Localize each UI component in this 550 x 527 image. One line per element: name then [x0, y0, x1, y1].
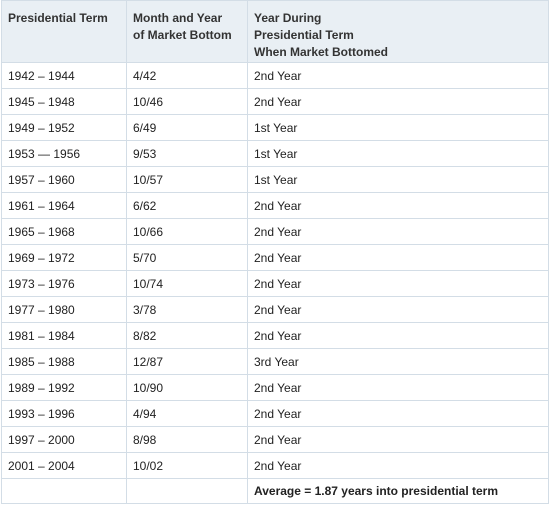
table-row: 2001 – 2004 10/02 2nd Year: [1, 452, 549, 479]
table-row: 1977 – 1980 3/78 2nd Year: [1, 296, 549, 323]
term-cell: 1993 – 1996: [1, 400, 127, 427]
header-line: Year During: [254, 11, 322, 25]
market-bottom-cell: 6/49: [126, 114, 248, 141]
year-cell: 2nd Year: [247, 88, 549, 115]
term-cell: 1945 – 1948: [1, 88, 127, 115]
header-line: of Market Bottom: [133, 28, 232, 42]
table-row: 1969 – 1972 5/70 2nd Year: [1, 244, 549, 271]
term-cell: 1985 – 1988: [1, 348, 127, 375]
year-cell: 2nd Year: [247, 296, 549, 323]
average-empty-cell: [1, 478, 127, 504]
market-bottom-cell: 10/74: [126, 270, 248, 297]
market-bottom-cell: 6/62: [126, 192, 248, 219]
term-cell: 1973 – 1976: [1, 270, 127, 297]
market-bottom-cell: 3/78: [126, 296, 248, 323]
term-cell: 1977 – 1980: [1, 296, 127, 323]
term-cell: 1997 – 2000: [1, 426, 127, 453]
year-cell: 1st Year: [247, 166, 549, 193]
term-cell: 1942 – 1944: [1, 62, 127, 89]
term-cell: 1989 – 1992: [1, 374, 127, 401]
market-bottom-table: Presidential Term Month and Year of Mark…: [1, 0, 549, 504]
table-row: 1993 – 1996 4/94 2nd Year: [1, 400, 549, 427]
term-cell: 1957 – 1960: [1, 166, 127, 193]
year-cell: 2nd Year: [247, 452, 549, 479]
term-cell: 1981 – 1984: [1, 322, 127, 349]
market-bottom-cell: 8/82: [126, 322, 248, 349]
table-row: 1957 – 1960 10/57 1st Year: [1, 166, 549, 193]
table-row: 1961 – 1964 6/62 2nd Year: [1, 192, 549, 219]
market-bottom-cell: 10/57: [126, 166, 248, 193]
header-presidential-term: Presidential Term: [1, 0, 127, 63]
table-row: 1942 – 1944 4/42 2nd Year: [1, 62, 549, 89]
table-row: 1981 – 1984 8/82 2nd Year: [1, 322, 549, 349]
header-year-during-term: Year During Presidential Term When Marke…: [247, 0, 549, 63]
table-row: 1985 – 1988 12/87 3rd Year: [1, 348, 549, 375]
term-cell: 2001 – 2004: [1, 452, 127, 479]
market-bottom-cell: 9/53: [126, 140, 248, 167]
header-line: Presidential Term: [254, 28, 354, 42]
term-cell: 1949 – 1952: [1, 114, 127, 141]
term-cell: 1953 — 1956: [1, 140, 127, 167]
market-bottom-cell: 4/42: [126, 62, 248, 89]
year-cell: 2nd Year: [247, 218, 549, 245]
table-row: 1945 – 1948 10/46 2nd Year: [1, 88, 549, 115]
header-line: Presidential Term: [8, 11, 108, 25]
term-cell: 1969 – 1972: [1, 244, 127, 271]
year-cell: 2nd Year: [247, 192, 549, 219]
header-market-bottom: Month and Year of Market Bottom: [126, 0, 248, 63]
term-cell: 1965 – 1968: [1, 218, 127, 245]
header-line: When Market Bottomed: [254, 45, 389, 59]
table-row: 1973 – 1976 10/74 2nd Year: [1, 270, 549, 297]
year-cell: 3rd Year: [247, 348, 549, 375]
market-bottom-cell: 10/02: [126, 452, 248, 479]
header-row: Presidential Term Month and Year of Mark…: [1, 0, 549, 63]
year-cell: 2nd Year: [247, 426, 549, 453]
table-row: 1989 – 1992 10/90 2nd Year: [1, 374, 549, 401]
table-row: 1965 – 1968 10/66 2nd Year: [1, 218, 549, 245]
market-bottom-cell: 12/87: [126, 348, 248, 375]
market-bottom-cell: 10/66: [126, 218, 248, 245]
year-cell: 2nd Year: [247, 244, 549, 271]
table-row: 1949 – 1952 6/49 1st Year: [1, 114, 549, 141]
average-row: Average = 1.87 years into presidential t…: [1, 478, 549, 504]
year-cell: 2nd Year: [247, 322, 549, 349]
market-bottom-cell: 5/70: [126, 244, 248, 271]
market-bottom-cell: 10/90: [126, 374, 248, 401]
average-cell: Average = 1.87 years into presidential t…: [247, 478, 549, 504]
term-cell: 1961 – 1964: [1, 192, 127, 219]
table-body: 1942 – 1944 4/42 2nd Year 1945 – 1948 10/46 2…: [1, 62, 549, 479]
table-row: 1953 — 1956 9/53 1st Year: [1, 140, 549, 167]
year-cell: 1st Year: [247, 114, 549, 141]
year-cell: 2nd Year: [247, 400, 549, 427]
year-cell: 2nd Year: [247, 270, 549, 297]
average-empty-cell: [126, 478, 248, 504]
market-bottom-cell: 10/46: [126, 88, 248, 115]
year-cell: 2nd Year: [247, 374, 549, 401]
year-cell: 2nd Year: [247, 62, 549, 89]
market-bottom-cell: 4/94: [126, 400, 248, 427]
market-bottom-cell: 8/98: [126, 426, 248, 453]
year-cell: 1st Year: [247, 140, 549, 167]
header-line: Month and Year: [133, 11, 223, 25]
table-row: 1997 – 2000 8/98 2nd Year: [1, 426, 549, 453]
